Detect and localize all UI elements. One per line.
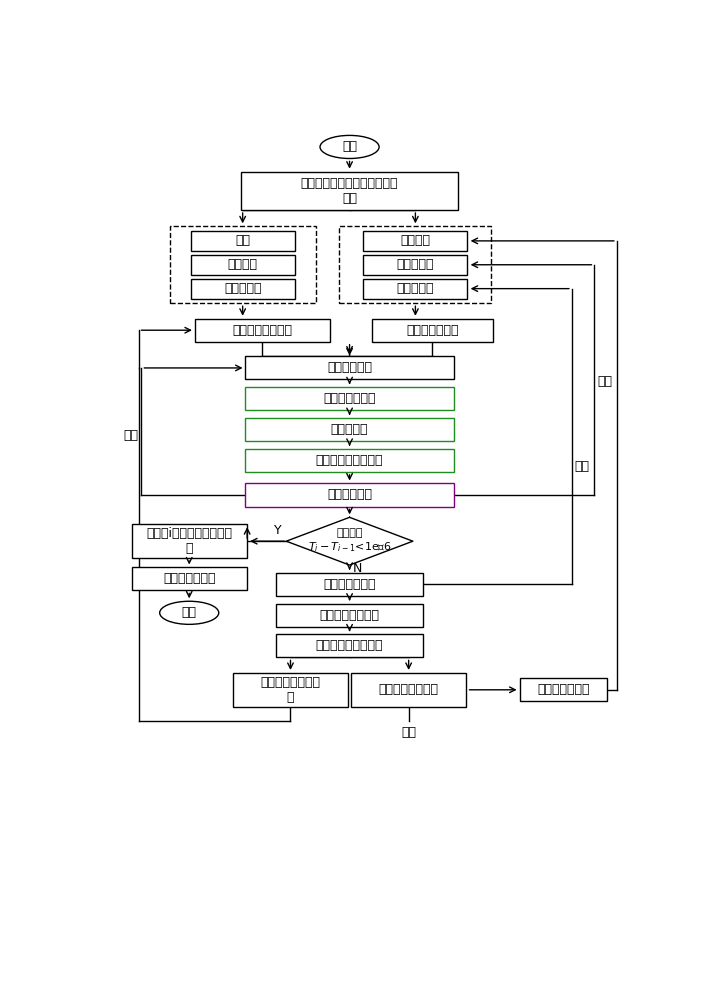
Text: N: N — [353, 562, 362, 575]
Text: 修改润滑剂粘度: 修改润滑剂粘度 — [323, 578, 376, 591]
FancyBboxPatch shape — [233, 673, 348, 707]
Text: 开始: 开始 — [342, 140, 357, 153]
FancyBboxPatch shape — [191, 279, 295, 299]
FancyBboxPatch shape — [195, 319, 330, 342]
Text: 温度相关变量: 温度相关变量 — [394, 232, 436, 245]
FancyBboxPatch shape — [191, 231, 295, 251]
Text: 计算轴承发热量: 计算轴承发热量 — [406, 324, 459, 337]
FancyBboxPatch shape — [245, 449, 454, 472]
FancyBboxPatch shape — [245, 356, 454, 379]
Text: 更新: 更新 — [401, 726, 416, 739]
FancyBboxPatch shape — [241, 172, 458, 210]
FancyBboxPatch shape — [245, 387, 454, 410]
Text: 更新: 更新 — [597, 375, 612, 388]
Text: 计算对流换热系数: 计算对流换热系数 — [232, 324, 293, 337]
Text: 计算接触热阻: 计算接触热阻 — [327, 361, 372, 374]
Text: 修正轴承预紧力: 修正轴承预紧力 — [537, 683, 590, 696]
Text: 更新: 更新 — [123, 429, 139, 442]
Text: 输出第i子步的温度和热变
形: 输出第i子步的温度和热变 形 — [146, 527, 232, 555]
Text: 轴承温度
$T_i-T_{i-1}$<1e－6: 轴承温度 $T_i-T_{i-1}$<1e－6 — [308, 528, 391, 554]
FancyBboxPatch shape — [520, 678, 607, 701]
FancyBboxPatch shape — [277, 634, 423, 657]
FancyBboxPatch shape — [277, 573, 423, 596]
FancyBboxPatch shape — [363, 279, 468, 299]
FancyBboxPatch shape — [363, 231, 468, 251]
FancyBboxPatch shape — [351, 673, 466, 707]
Text: 提取轴承温度: 提取轴承温度 — [327, 488, 372, 501]
FancyBboxPatch shape — [131, 524, 247, 558]
Text: 修改轴向和径向变
形: 修改轴向和径向变 形 — [261, 676, 320, 704]
Text: 初始预紧力: 初始预紧力 — [224, 282, 261, 295]
Text: 更新: 更新 — [574, 460, 590, 473]
Text: 将轴承的初始温度设定为环境
温度: 将轴承的初始温度设定为环境 温度 — [301, 177, 399, 205]
FancyBboxPatch shape — [131, 567, 247, 590]
Text: 轴承尺寸: 轴承尺寸 — [401, 234, 431, 247]
FancyBboxPatch shape — [277, 604, 423, 627]
Text: 轴承预紧力: 轴承预紧力 — [396, 258, 434, 271]
Bar — [340, 226, 492, 303]
Text: 提取轴的轴向位移: 提取轴的轴向位移 — [379, 683, 439, 696]
Text: 装配条件: 装配条件 — [228, 258, 258, 271]
FancyBboxPatch shape — [191, 255, 295, 275]
FancyBboxPatch shape — [372, 319, 493, 342]
Text: 润滑剂粘度: 润滑剂粘度 — [396, 282, 434, 295]
Text: 进行热误差补偿: 进行热误差补偿 — [163, 572, 216, 585]
Text: 保存所有节点的变形: 保存所有节点的变形 — [316, 639, 383, 652]
Text: 分析主轴系统结构: 分析主轴系统结构 — [319, 609, 380, 622]
Polygon shape — [286, 517, 413, 565]
Text: 保存所有节点的温度: 保存所有节点的温度 — [316, 454, 383, 467]
Text: 转速: 转速 — [235, 234, 250, 247]
Text: 进行瞬态热分析: 进行瞬态热分析 — [323, 392, 376, 405]
Ellipse shape — [160, 601, 219, 624]
Text: 运行条件: 运行条件 — [229, 232, 257, 245]
FancyBboxPatch shape — [245, 418, 454, 441]
Text: 温度场分布: 温度场分布 — [331, 423, 368, 436]
Ellipse shape — [320, 135, 379, 158]
Text: 结束: 结束 — [182, 606, 197, 619]
Text: Y: Y — [274, 524, 282, 537]
Bar — [170, 226, 316, 303]
FancyBboxPatch shape — [245, 483, 454, 507]
FancyBboxPatch shape — [363, 255, 468, 275]
